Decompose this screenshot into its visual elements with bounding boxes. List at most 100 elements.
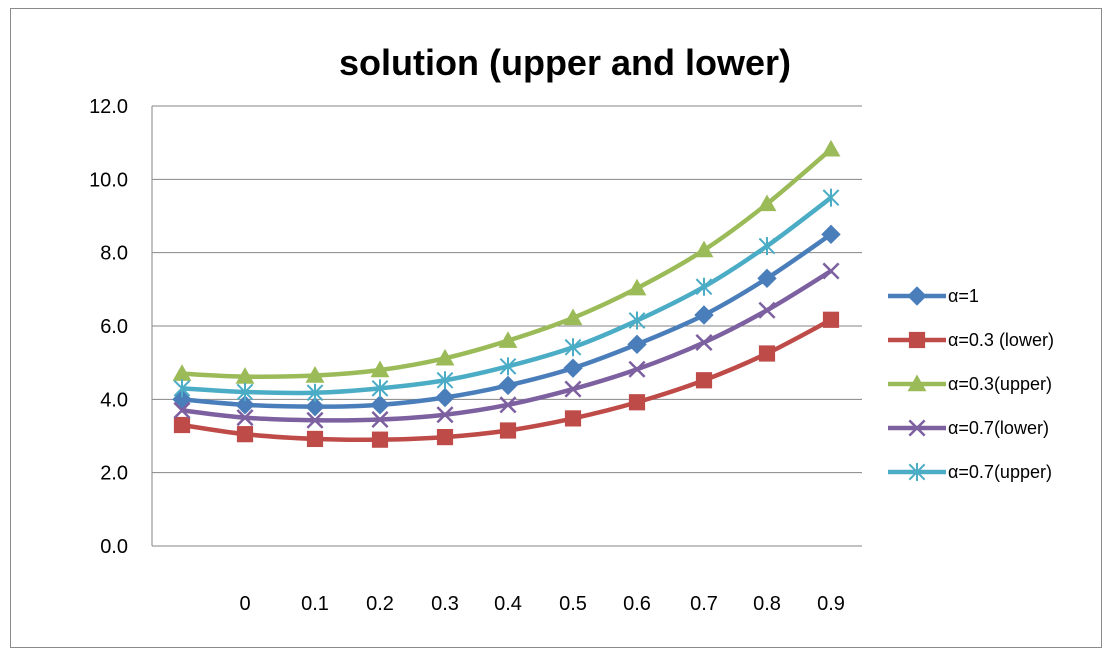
legend-entry: α=0.3(upper) [888,374,1052,394]
data-point [564,338,582,357]
data-point [908,419,926,437]
data-point [305,396,325,417]
series-layer [172,139,841,448]
marker-stroke [908,419,926,437]
marker-stroke [628,360,646,378]
data-point [306,430,324,448]
data-point [236,383,254,401]
data-point [306,411,324,429]
data-point [564,410,582,427]
chart-frame [10,8,1102,648]
data-point [173,401,191,419]
data-point [172,389,192,410]
data-point [563,308,583,326]
data-point [758,237,776,256]
x-tick-label: 0.7 [690,593,718,615]
series-0 [172,224,841,417]
data-point [694,240,714,258]
data-point [306,383,324,402]
series-4 [173,188,840,402]
legend-entry: α=0.3 (lower) [888,330,1054,350]
legend-entry: α=0.7(upper) [888,462,1052,482]
data-point [435,387,455,408]
data-point [821,139,841,157]
x-tick-label: 0.4 [494,593,522,615]
data-point [235,395,255,415]
data-point [498,331,518,348]
marker-stroke [236,409,254,427]
legend-entry: α=1 [888,286,979,306]
chart-title: solution (upper and lower) [339,42,791,83]
data-point [758,345,776,362]
marker-stroke [564,380,582,398]
data-point [757,194,777,212]
data-point [627,334,647,355]
y-tick-label: 4.0 [100,389,128,411]
data-point [499,422,517,439]
x-tick-label: 0.3 [431,593,459,615]
x-tick-label: 0.5 [559,593,587,615]
marker-stroke [499,396,517,414]
series-1 [173,311,840,448]
series-2 [172,139,841,384]
marker-stroke [306,411,324,429]
marker-stroke [371,410,389,429]
legend-label: α=0.3(upper) [948,374,1052,394]
data-point [370,360,390,378]
legend: α=1 α=0.3 (lower) α=0.3(upper) α=0.7(lower)… [888,286,1054,482]
legend-entry: α=0.7(lower) [888,418,1049,438]
data-point [305,366,325,383]
data-point [436,371,454,390]
x-tick-label: 0 [239,593,250,615]
x-tick-label: 0.6 [623,593,651,615]
x-tick-label: 0.1 [301,593,329,615]
data-point [172,364,192,381]
series-3 [173,262,840,429]
marker-stroke [695,333,713,352]
data-point [371,410,389,429]
y-tick-label: 12.0 [89,96,128,118]
x-tick-label: 0.8 [753,593,781,615]
data-point [173,416,191,434]
data-point [371,431,389,448]
data-point [436,406,454,424]
y-tick-label: 2.0 [100,463,128,485]
data-point [907,286,927,306]
data-point [235,367,255,384]
data-point [236,426,254,443]
data-point [694,305,714,325]
data-point [435,348,455,366]
marker-stroke [436,406,454,424]
y-tick-label: 0.0 [100,536,128,558]
legend-label: α=0.3 (lower) [948,330,1054,350]
data-point [628,311,646,330]
data-point [628,394,646,411]
data-point [371,379,389,398]
data-point [499,396,517,414]
chart: 0.0 2.0 4.0 6.0 8.0 10.0 12.0 0 0.1 0.2 0.3 0.4 0.5… [89,96,1054,615]
x-tick-label: 0.2 [366,593,394,615]
data-point [499,357,517,376]
marker-stroke [173,401,191,419]
y-tick-label: 6.0 [100,316,128,338]
marker-stroke [822,262,840,280]
y-axis-ticks: 0.0 2.0 4.0 6.0 8.0 10.0 12.0 [89,96,128,558]
data-point [436,429,454,446]
y-tick-label: 10.0 [89,169,128,191]
marker-stroke [758,301,776,319]
legend-label: α=0.7(lower) [948,418,1049,438]
data-point [370,395,390,415]
grid-layer [151,105,862,547]
data-point [758,301,776,319]
data-point [757,268,777,289]
data-point [627,278,647,296]
data-point [908,331,926,349]
data-point [564,380,582,398]
data-point [822,188,840,207]
data-point [236,409,254,427]
y-tick-label: 8.0 [100,243,128,265]
data-point [695,333,713,352]
data-point [822,311,840,328]
data-point [695,277,713,296]
data-point [908,463,926,481]
